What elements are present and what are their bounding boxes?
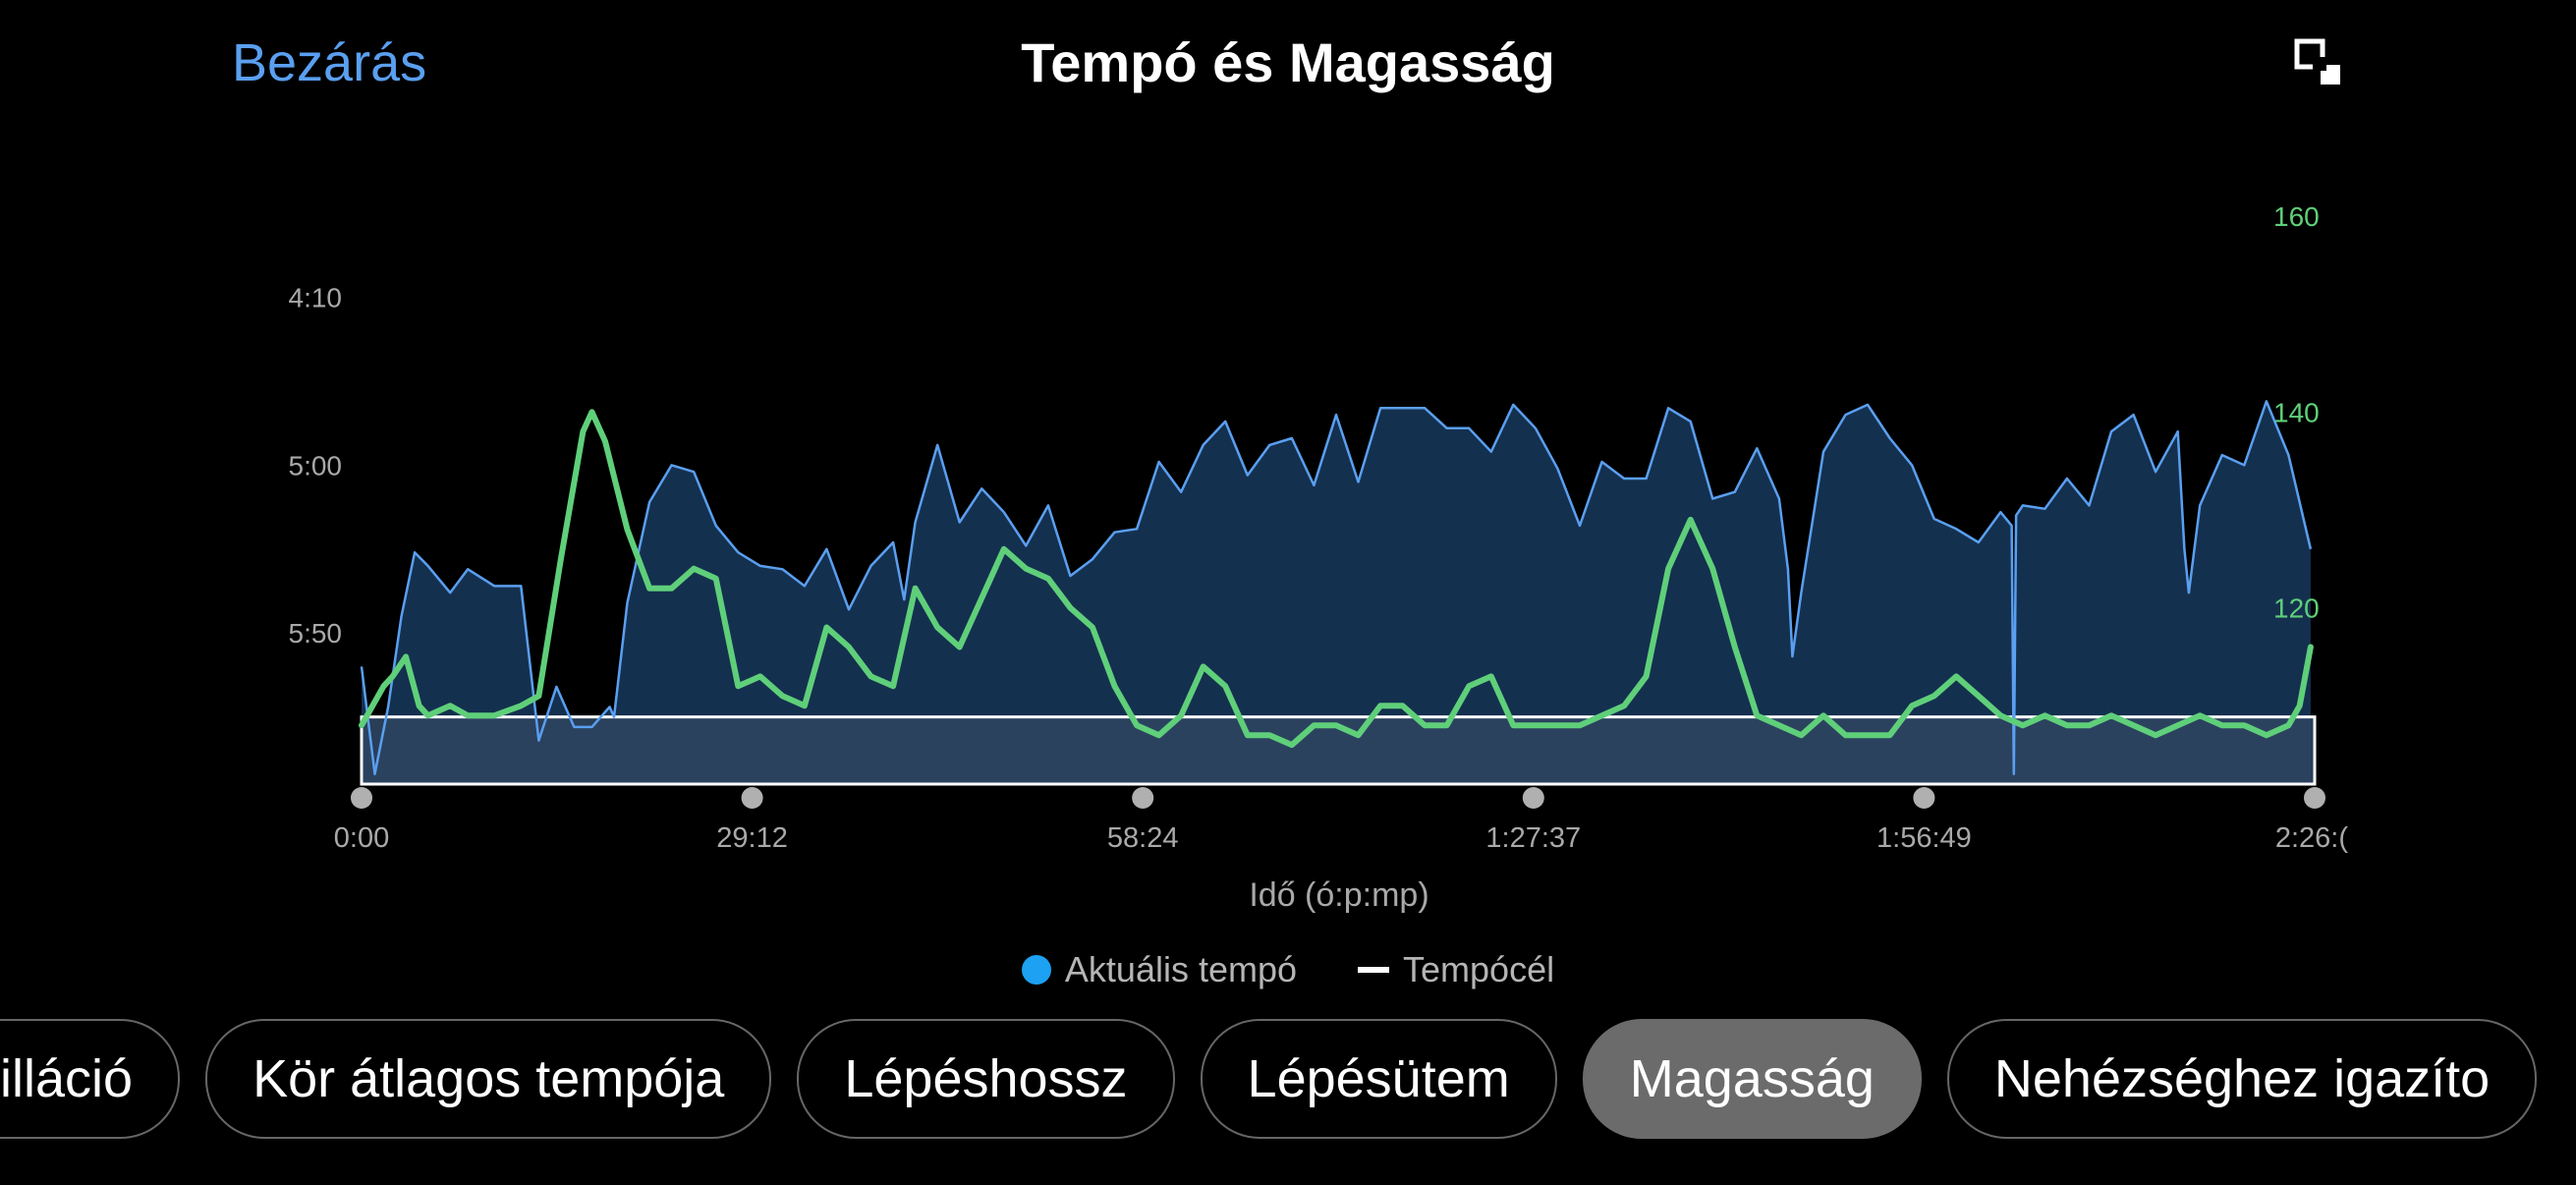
right-axis-tick: 120	[2273, 593, 2320, 624]
pace-target-line	[360, 715, 2317, 786]
plot-area	[359, 400, 2317, 786]
page-title: Tempó és Magasság	[1021, 31, 1555, 93]
left-axis-tick: 5:00	[289, 450, 343, 480]
pace-area	[362, 401, 2311, 784]
close-button[interactable]: Bezárás	[232, 33, 427, 92]
left-axis-tick: 5:50	[289, 618, 343, 649]
x-axis-tick-dot	[1522, 787, 1544, 809]
x-axis-tick-label: 0:00	[334, 822, 389, 854]
tab-5[interactable]: Nehézséghez igazíto	[1946, 1019, 2538, 1139]
x-axis-tick-dot	[1913, 787, 1935, 809]
x-axis-tick-label: 58:24	[1107, 822, 1179, 854]
x-axis-tick-label: 29:12	[716, 822, 788, 854]
tab-1[interactable]: Kör átlagos tempója	[205, 1019, 772, 1139]
expand-icon[interactable]	[2293, 37, 2348, 92]
chart-legend: Aktuális tempó Tempócél	[0, 945, 2576, 994]
x-axis-tick-label: 1:27:37	[1485, 822, 1581, 854]
x-axis-label: Idő (ó:p:mp)	[1249, 876, 1428, 914]
metric-tab-bar: cillációKör átlagos tempójaLépéshosszLép…	[0, 1019, 2538, 1139]
pace-elevation-chart: 4:10 5:00 5:50 160 140 120 0:00 29:12 58:24 1:27:…	[289, 201, 2349, 914]
legend-label-actual-pace: Aktuális tempó	[1064, 949, 1298, 989]
x-axis-tick-label: 2:26:(	[2275, 822, 2348, 854]
tab-0[interactable]: cilláció	[0, 1019, 181, 1139]
legend-label-pace-target: Tempócél	[1403, 949, 1555, 989]
x-axis-tick-dot	[351, 787, 372, 809]
tab-3[interactable]: Lépésütem	[1200, 1019, 1557, 1139]
tab-2[interactable]: Lépéshossz	[797, 1019, 1175, 1139]
chart-axes: 4:10 5:00 5:50 160 140 120 0:00 29:12 58:24 1:27:…	[289, 201, 2349, 914]
right-axis-tick: 140	[2273, 397, 2320, 427]
series-elevation-line	[359, 409, 2314, 749]
series-actual-pace-line	[360, 400, 2313, 775]
right-axis-tick: 160	[2273, 201, 2320, 232]
legend-dot-icon	[1021, 955, 1051, 985]
tab-4[interactable]: Magasság	[1582, 1019, 1922, 1139]
x-axis-tick-dot	[1132, 787, 1154, 809]
legend-item-pace-target: Tempócél	[1358, 949, 1554, 990]
x-axis-tick-label: 1:56:49	[1876, 822, 1972, 854]
x-axis-tick-dot	[2304, 787, 2325, 809]
left-axis-tick: 4:10	[289, 283, 343, 313]
x-axis-tick-dot	[741, 787, 763, 809]
legend-dash-icon	[1358, 967, 1390, 973]
legend-item-actual-pace: Aktuális tempó	[1021, 949, 1298, 990]
